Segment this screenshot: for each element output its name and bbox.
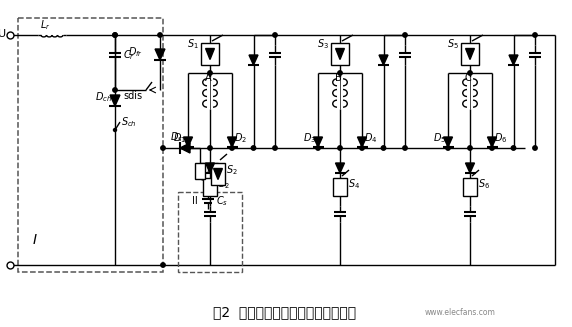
- Text: B: B: [335, 73, 341, 83]
- Circle shape: [338, 146, 342, 150]
- Text: I: I: [33, 233, 37, 247]
- Circle shape: [158, 33, 162, 37]
- Circle shape: [403, 146, 407, 150]
- Polygon shape: [180, 143, 190, 153]
- Circle shape: [273, 33, 277, 37]
- Polygon shape: [466, 48, 474, 60]
- Polygon shape: [336, 48, 344, 60]
- Text: $S_2$: $S_2$: [226, 163, 238, 177]
- Circle shape: [490, 146, 494, 150]
- Circle shape: [316, 146, 320, 150]
- Polygon shape: [205, 48, 214, 60]
- Bar: [331, 43, 349, 65]
- Circle shape: [511, 146, 516, 150]
- Circle shape: [446, 146, 450, 150]
- Text: U: U: [0, 29, 6, 39]
- Circle shape: [113, 129, 117, 131]
- Circle shape: [338, 71, 342, 75]
- Circle shape: [468, 146, 472, 150]
- Text: $R_s$: $R_s$: [206, 164, 218, 178]
- Text: $S_3$: $S_3$: [317, 37, 329, 51]
- Bar: [201, 43, 219, 65]
- Bar: [461, 43, 479, 65]
- Circle shape: [230, 146, 234, 150]
- Polygon shape: [443, 137, 452, 147]
- Text: $S_{ch}$: $S_{ch}$: [121, 115, 137, 129]
- Text: $D_4$: $D_4$: [364, 131, 378, 145]
- Text: $S_5$: $S_5$: [447, 37, 459, 51]
- Polygon shape: [487, 137, 496, 147]
- Bar: [211, 163, 225, 185]
- Circle shape: [186, 146, 190, 150]
- Text: $D_s$: $D_s$: [170, 130, 183, 144]
- Circle shape: [360, 146, 364, 150]
- Circle shape: [533, 33, 537, 37]
- Circle shape: [113, 33, 117, 37]
- Polygon shape: [466, 163, 475, 173]
- Text: $S_6$: $S_6$: [478, 177, 490, 191]
- Circle shape: [113, 88, 117, 92]
- Polygon shape: [184, 137, 193, 147]
- Polygon shape: [249, 55, 258, 65]
- Text: sdis: sdis: [123, 91, 142, 101]
- Text: 图2  新型功率变换器主电路拓扑结构: 图2 新型功率变换器主电路拓扑结构: [213, 305, 356, 319]
- Text: C: C: [464, 73, 471, 83]
- Text: $S_2$: $S_2$: [218, 177, 230, 191]
- Text: $D_5$: $D_5$: [433, 131, 446, 145]
- Circle shape: [533, 146, 537, 150]
- Text: $D_{fr}$: $D_{fr}$: [128, 45, 143, 59]
- Text: $C_r$: $C_r$: [123, 48, 135, 62]
- Polygon shape: [379, 55, 388, 65]
- Circle shape: [161, 263, 165, 267]
- Polygon shape: [336, 163, 344, 173]
- Text: $S_4$: $S_4$: [348, 177, 360, 191]
- Text: $D_6$: $D_6$: [494, 131, 507, 145]
- Circle shape: [208, 71, 212, 75]
- Circle shape: [161, 146, 165, 150]
- Polygon shape: [110, 95, 120, 106]
- Bar: [463, 178, 477, 196]
- Circle shape: [273, 146, 277, 150]
- Circle shape: [468, 71, 472, 75]
- Circle shape: [113, 33, 117, 37]
- Bar: [195, 163, 205, 179]
- Text: II: II: [192, 196, 198, 206]
- Text: A: A: [205, 73, 211, 83]
- Polygon shape: [155, 49, 165, 60]
- Circle shape: [251, 146, 256, 150]
- Polygon shape: [228, 137, 236, 147]
- Text: $D_1$: $D_1$: [173, 131, 186, 145]
- Circle shape: [382, 146, 386, 150]
- Circle shape: [403, 33, 407, 37]
- Text: $S_1$: $S_1$: [187, 37, 199, 51]
- Bar: [203, 178, 217, 196]
- Polygon shape: [358, 137, 367, 147]
- Polygon shape: [205, 163, 214, 173]
- Text: $C_s$: $C_s$: [216, 194, 228, 208]
- Text: www.elecfans.com: www.elecfans.com: [424, 308, 495, 317]
- Circle shape: [208, 146, 212, 150]
- Text: $L_r$: $L_r$: [39, 18, 50, 32]
- Text: $D_{ch}$: $D_{ch}$: [95, 90, 112, 104]
- Polygon shape: [509, 55, 518, 65]
- Polygon shape: [213, 168, 223, 180]
- Polygon shape: [313, 137, 323, 147]
- Bar: [333, 178, 347, 196]
- Text: $D_2$: $D_2$: [234, 131, 247, 145]
- Text: $D_3$: $D_3$: [303, 131, 316, 145]
